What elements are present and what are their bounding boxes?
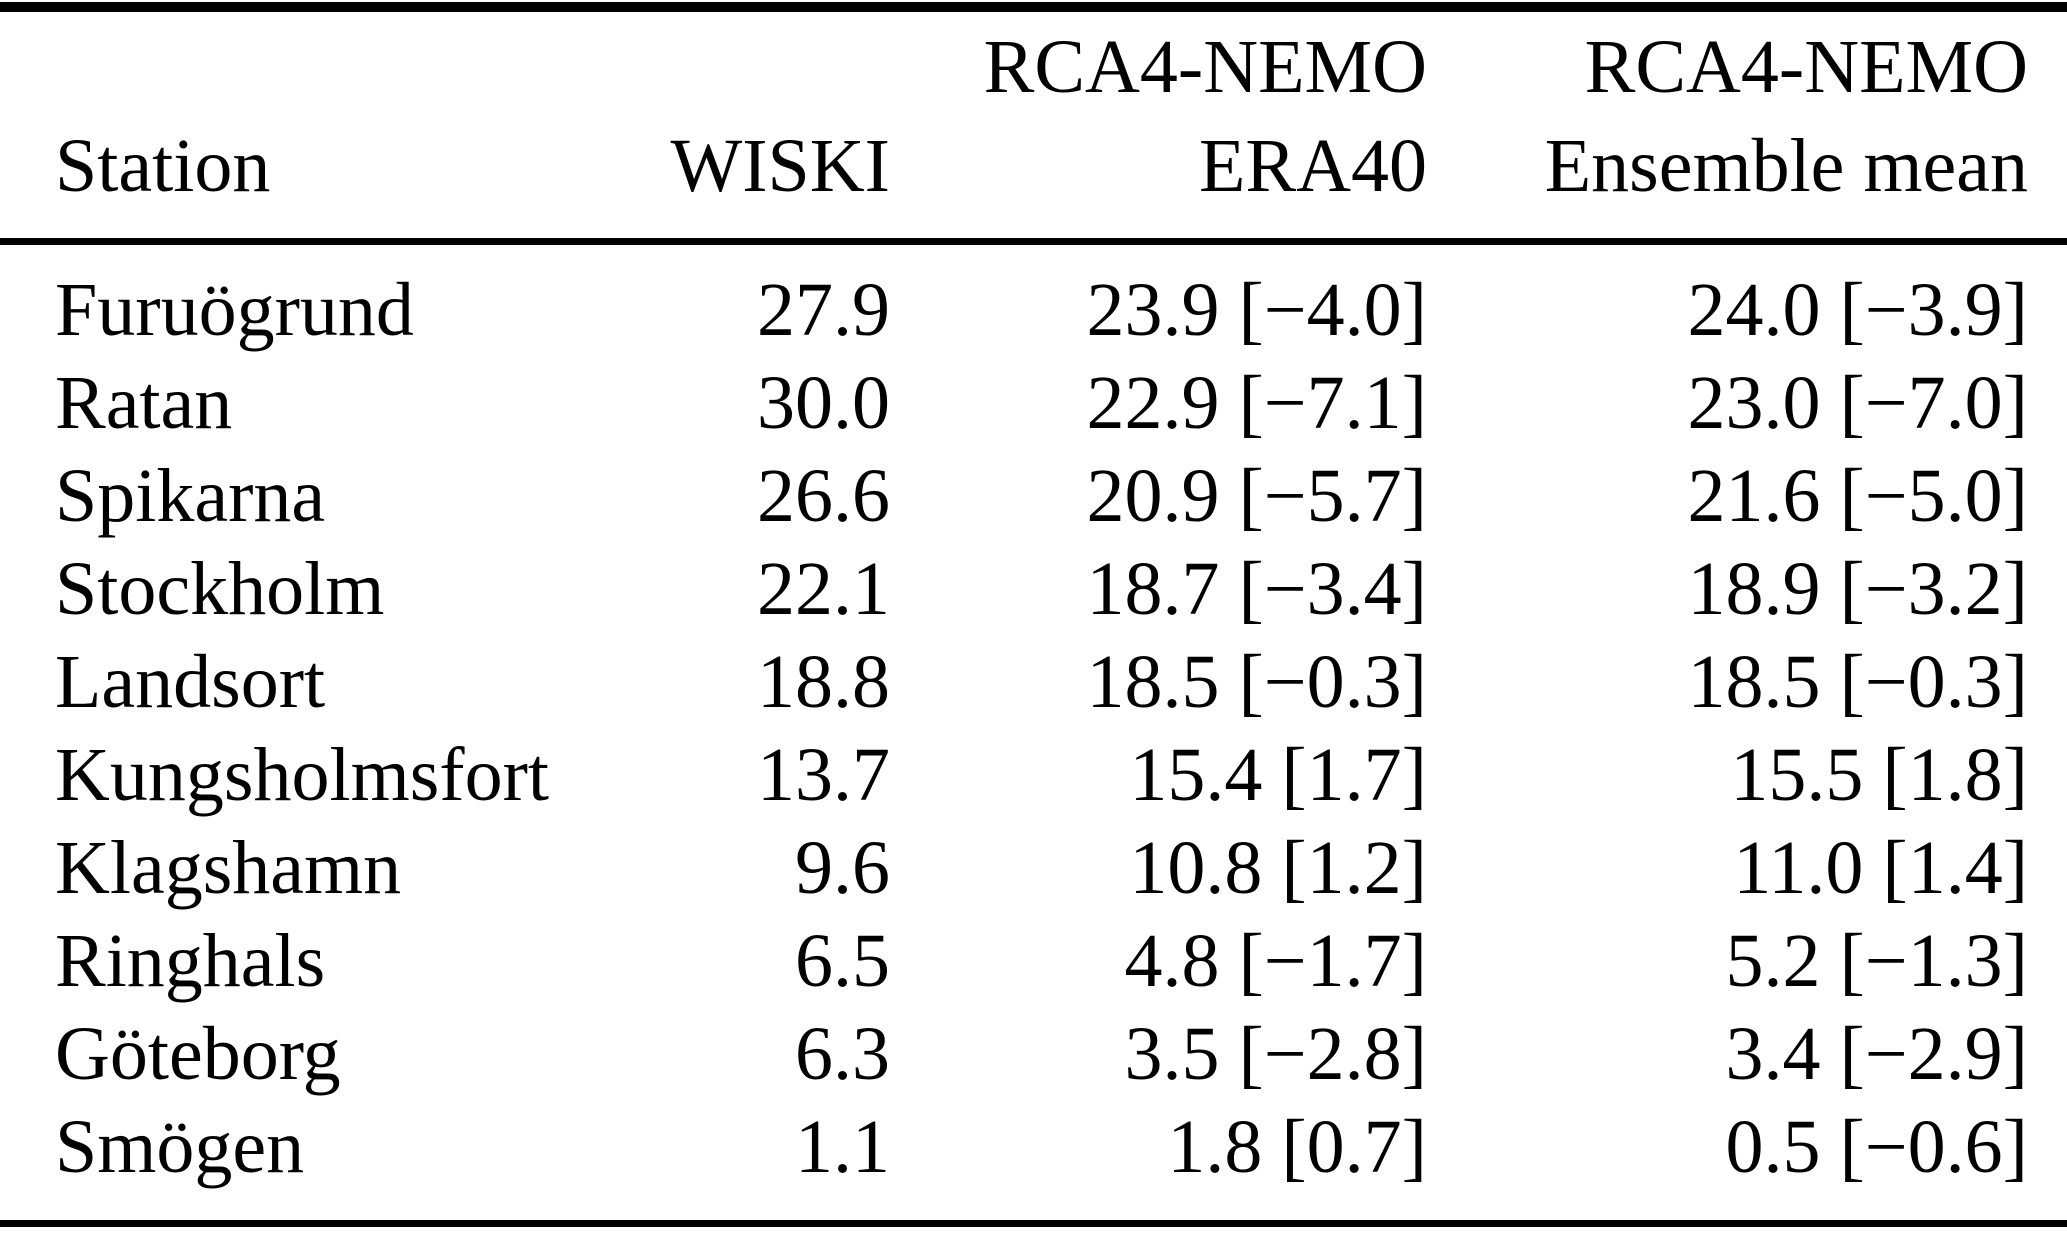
wiski-value-cell: 30.0	[757, 360, 890, 445]
era40-value-cell: 18.5 [−0.3]	[1086, 639, 1427, 724]
wiski-value-cell: 6.3	[795, 1011, 890, 1096]
station-cell: Furuögrund	[55, 267, 414, 352]
header-wiski: WISKI	[670, 124, 890, 209]
header-ensemble-mean: Ensemble mean	[1544, 124, 2028, 209]
table-row: Furuögrund 27.9 23.9 [−4.0] 24.0 [−3.9]	[0, 226, 2067, 357]
header-empty-wiski	[590, 12, 890, 108]
wiski-value-cell: 1.1	[795, 1104, 890, 1189]
station-cell: Ringhals	[55, 918, 326, 1003]
ensemble-value-cell: 5.2 [−1.3]	[1725, 918, 2028, 1003]
wiski-value-cell: 6.5	[795, 918, 890, 1003]
table-body: Furuögrund 27.9 23.9 [−4.0] 24.0 [−3.9] Rata…	[0, 226, 2067, 1194]
wiski-value-cell: 9.6	[795, 825, 890, 910]
table-header: RCA4-NEMO RCA4-NEMO Station WISKI ERA40 …	[0, 12, 2067, 226]
table-header-rule	[0, 238, 2067, 245]
wiski-value-cell: 13.7	[757, 732, 890, 817]
station-results-table: RCA4-NEMO RCA4-NEMO Station WISKI ERA40 …	[0, 12, 2067, 1194]
table-row: Klagshamn 9.6 10.8 [1.2] 11.0 [1.4]	[0, 822, 2067, 915]
table-top-rule	[0, 2, 2067, 12]
wiski-value-cell: 18.8	[757, 639, 890, 724]
ensemble-value-cell: 18.5 [−0.3]	[1687, 639, 2028, 724]
table-row: Kungsholmsfort 13.7 15.4 [1.7] 15.5 [1.8]	[0, 729, 2067, 822]
header-ensemble-model: RCA4-NEMO	[1584, 25, 2028, 110]
table-row: Göteborg 6.3 3.5 [−2.8] 3.4 [−2.9]	[0, 1008, 2067, 1101]
header-era40: ERA40	[1199, 124, 1427, 209]
ensemble-value-cell: 18.9 [−3.2]	[1687, 546, 2028, 631]
header-station: Station	[55, 124, 271, 209]
header-row-top: RCA4-NEMO RCA4-NEMO	[0, 12, 2067, 108]
station-cell: Smögen	[55, 1104, 305, 1189]
ensemble-value-cell: 23.0 [−7.0]	[1687, 360, 2028, 445]
ensemble-value-cell: 21.6 [−5.0]	[1687, 453, 2028, 538]
era40-value-cell: 4.8 [−1.7]	[1124, 918, 1427, 1003]
station-cell: Landsort	[55, 639, 326, 724]
header-row-bottom: Station WISKI ERA40 Ensemble mean	[0, 108, 2067, 226]
station-cell: Kungsholmsfort	[55, 732, 549, 817]
station-cell: Stockholm	[55, 546, 385, 631]
table-row: Smögen 1.1 1.8 [0.7] 0.5 [−0.6]	[0, 1101, 2067, 1194]
station-cell: Spikarna	[55, 453, 326, 538]
station-cell: Göteborg	[55, 1011, 341, 1096]
ensemble-value-cell: 24.0 [−3.9]	[1687, 267, 2028, 352]
era40-value-cell: 10.8 [1.2]	[1129, 825, 1427, 910]
era40-value-cell: 23.9 [−4.0]	[1086, 267, 1427, 352]
table-row: Spikarna 26.6 20.9 [−5.7] 21.6 [−5.0]	[0, 450, 2067, 543]
header-era40-model: RCA4-NEMO	[983, 25, 1427, 110]
table-row: Ringhals 6.5 4.8 [−1.7] 5.2 [−1.3]	[0, 915, 2067, 1008]
era40-value-cell: 3.5 [−2.8]	[1124, 1011, 1427, 1096]
ensemble-value-cell: 11.0 [1.4]	[1733, 825, 2028, 910]
era40-value-cell: 20.9 [−5.7]	[1086, 453, 1427, 538]
ensemble-value-cell: 3.4 [−2.9]	[1725, 1011, 2028, 1096]
table-row: Stockholm 22.1 18.7 [−3.4] 18.9 [−3.2]	[0, 543, 2067, 636]
station-cell: Klagshamn	[55, 825, 402, 910]
header-empty-station	[0, 12, 590, 108]
table-bottom-rule	[0, 1220, 2067, 1227]
wiski-value-cell: 27.9	[757, 267, 890, 352]
table-row: Ratan 30.0 22.9 [−7.1] 23.0 [−7.0]	[0, 357, 2067, 450]
wiski-value-cell: 22.1	[757, 546, 890, 631]
ensemble-value-cell: 0.5 [−0.6]	[1725, 1104, 2028, 1189]
ensemble-value-cell: 15.5 [1.8]	[1730, 732, 2028, 817]
era40-value-cell: 22.9 [−7.1]	[1086, 360, 1427, 445]
wiski-value-cell: 26.6	[757, 453, 890, 538]
table-row: Landsort 18.8 18.5 [−0.3] 18.5 [−0.3]	[0, 636, 2067, 729]
era40-value-cell: 1.8 [0.7]	[1167, 1104, 1427, 1189]
era40-value-cell: 18.7 [−3.4]	[1086, 546, 1427, 631]
station-cell: Ratan	[55, 360, 233, 445]
era40-value-cell: 15.4 [1.7]	[1129, 732, 1427, 817]
